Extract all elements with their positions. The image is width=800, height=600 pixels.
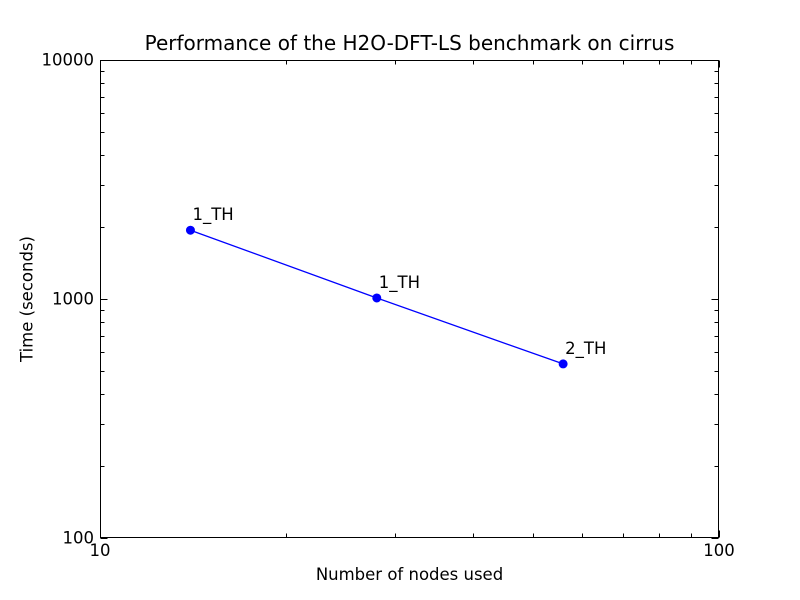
plot-frame bbox=[100, 60, 719, 538]
data-point bbox=[185, 225, 195, 235]
y-tick-label: 10000 bbox=[42, 51, 95, 70]
data-point bbox=[558, 359, 568, 369]
point-annotation: 1_TH bbox=[192, 205, 233, 225]
point-annotation: 2_TH bbox=[565, 339, 606, 359]
y-tick-label: 100 bbox=[63, 529, 95, 548]
x-axis-label: Number of nodes used bbox=[315, 565, 504, 584]
point-annotation: 1_TH bbox=[379, 273, 420, 293]
chart-title: Performance of the H2O-DFT-LS benchmark … bbox=[144, 31, 675, 55]
x-tick-label: 100 bbox=[703, 541, 735, 560]
x-tick-label: 10 bbox=[90, 541, 111, 560]
data-point bbox=[372, 293, 382, 303]
y-tick-label: 1000 bbox=[52, 290, 94, 309]
